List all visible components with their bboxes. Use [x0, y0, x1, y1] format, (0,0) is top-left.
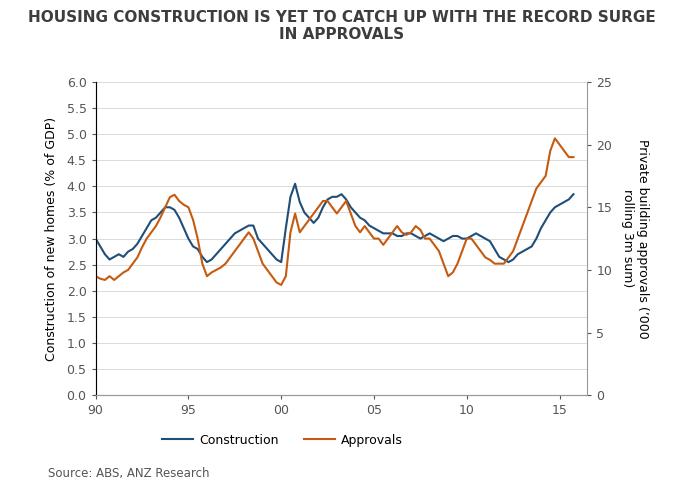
Approvals: [105, 273, 113, 279]
Construction: [337, 191, 346, 197]
Approvals: [550, 135, 559, 141]
Construction: [570, 191, 578, 197]
Construction: [537, 225, 545, 231]
Approvals: [570, 154, 578, 160]
Legend: Construction, Approvals: Construction, Approvals: [157, 428, 408, 452]
Approvals: [92, 273, 100, 279]
Y-axis label: Construction of new homes (% of GDP): Construction of new homes (% of GDP): [45, 117, 58, 361]
Y-axis label: Private building approvals (’000
rolling 3m sum): Private building approvals (’000 rolling…: [621, 139, 649, 338]
Approvals: [333, 211, 341, 216]
Construction: [203, 259, 211, 265]
Construction: [291, 181, 299, 187]
Construction: [105, 256, 113, 262]
Approvals: [231, 248, 239, 254]
Construction: [92, 236, 100, 241]
Construction: [217, 246, 225, 252]
Line: Construction: Construction: [96, 184, 574, 262]
Approvals: [560, 148, 568, 154]
Construction: [236, 228, 244, 234]
Text: Source: ABS, ANZ Research: Source: ABS, ANZ Research: [48, 467, 209, 480]
Approvals: [212, 267, 221, 273]
Line: Approvals: Approvals: [96, 138, 574, 285]
Approvals: [532, 186, 540, 191]
Approvals: [277, 282, 285, 288]
Construction: [560, 199, 568, 205]
Text: HOUSING CONSTRUCTION IS YET TO CATCH UP WITH THE RECORD SURGE
IN APPROVALS: HOUSING CONSTRUCTION IS YET TO CATCH UP …: [27, 10, 656, 42]
